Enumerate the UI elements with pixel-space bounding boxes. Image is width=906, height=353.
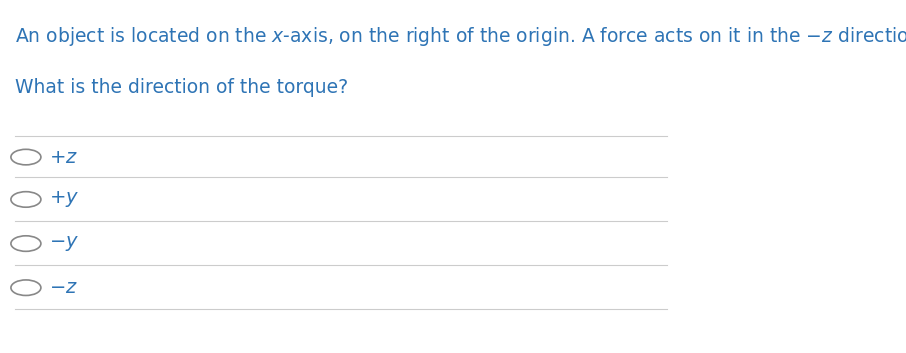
Text: $+y$: $+y$ — [49, 190, 79, 209]
Text: What is the direction of the torque?: What is the direction of the torque? — [15, 78, 348, 97]
Text: An object is located on the $x$-axis, on the right of the origin. A force acts o: An object is located on the $x$-axis, on… — [15, 25, 906, 48]
Text: $-z$: $-z$ — [49, 278, 78, 297]
Text: $-y$: $-y$ — [49, 234, 79, 253]
Text: $+z$: $+z$ — [49, 148, 78, 167]
